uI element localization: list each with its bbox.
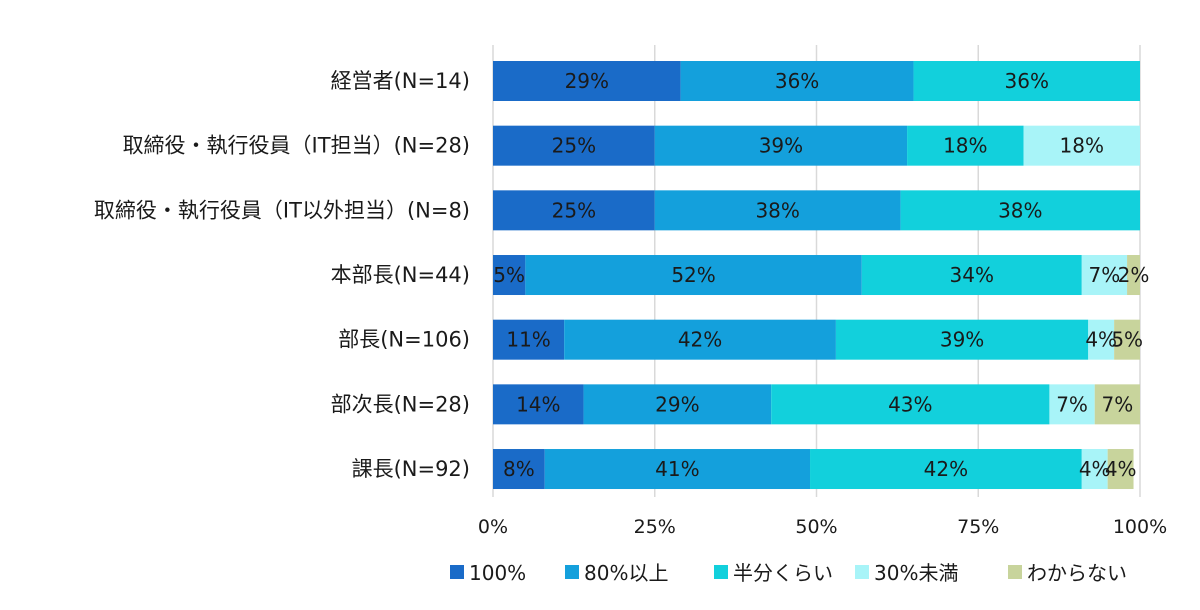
bar-segment bbox=[493, 125, 655, 166]
bar-segment bbox=[1081, 449, 1108, 490]
legend-item: わからない bbox=[1008, 561, 1127, 585]
bar-segment bbox=[913, 61, 1140, 101]
legend-item: 30%未満 bbox=[855, 561, 958, 585]
data-label: 29% bbox=[565, 69, 609, 93]
data-label: 25% bbox=[552, 134, 596, 158]
data-label: 18% bbox=[1060, 134, 1104, 158]
bar-segment bbox=[835, 319, 1089, 360]
data-label: 38% bbox=[998, 198, 1042, 222]
bar-segment bbox=[861, 255, 1082, 296]
bar-segment bbox=[493, 255, 526, 296]
x-tick-label: 100% bbox=[1113, 516, 1167, 538]
category-label: 本部長(N=44) bbox=[331, 263, 470, 287]
bar-segment bbox=[654, 125, 908, 166]
bar-segment bbox=[1094, 384, 1140, 425]
bars: 29% 36% 36% 25% 39% 18% 18% 25% 38% 38% 5% 52% 34% 7%… bbox=[493, 61, 1150, 490]
data-label: 41% bbox=[655, 457, 699, 481]
bar-segment bbox=[493, 449, 545, 490]
legend-swatch bbox=[565, 565, 579, 579]
category-label: 取締役・執行役員（IT担当）(N=28) bbox=[123, 134, 470, 158]
data-label: 18% bbox=[943, 134, 987, 158]
bar-segment bbox=[900, 190, 1140, 231]
data-label: 7% bbox=[1056, 392, 1088, 416]
category-label: 取締役・執行役員（IT以外担当）(N=8) bbox=[94, 198, 470, 222]
legend-label: 80%以上 bbox=[584, 561, 668, 585]
data-label: 8% bbox=[503, 457, 535, 481]
x-tick-label: 25% bbox=[634, 516, 676, 538]
data-label: 4% bbox=[1105, 457, 1137, 481]
data-label: 38% bbox=[755, 198, 799, 222]
data-label: 36% bbox=[775, 69, 819, 93]
x-tick-label: 75% bbox=[957, 516, 999, 538]
bar-segment bbox=[525, 255, 862, 296]
bar-segment bbox=[493, 384, 584, 425]
category-labels: 経営者(N=14) 取締役・執行役員（IT担当）(N=28) 取締役・執行役員（IT… bbox=[94, 69, 470, 481]
data-label: 11% bbox=[506, 328, 550, 352]
data-label: 25% bbox=[552, 198, 596, 222]
legend-item: 半分くらい bbox=[714, 561, 833, 585]
data-label: 39% bbox=[759, 134, 803, 158]
legend-swatch bbox=[714, 565, 728, 579]
data-label: 52% bbox=[671, 263, 715, 287]
bar-segment bbox=[680, 61, 914, 101]
bar-segment bbox=[493, 190, 655, 231]
bar-segment bbox=[493, 61, 681, 101]
bar-segment bbox=[771, 384, 1050, 425]
data-label: 43% bbox=[888, 392, 932, 416]
legend-swatch bbox=[1008, 565, 1022, 579]
bar-segment bbox=[1114, 319, 1140, 360]
bar-segment bbox=[1107, 449, 1134, 490]
bar-segment bbox=[1049, 384, 1095, 425]
data-label: 4% bbox=[1079, 457, 1111, 481]
category-label: 部長(N=106) bbox=[338, 328, 470, 352]
x-axis-ticks: 0% 25% 50% 75% 100% bbox=[478, 516, 1167, 538]
data-label: 42% bbox=[678, 328, 722, 352]
data-label: 29% bbox=[655, 392, 699, 416]
data-label: 39% bbox=[940, 328, 984, 352]
legend-swatch bbox=[450, 565, 464, 579]
data-label: 34% bbox=[950, 263, 994, 287]
data-label: 14% bbox=[516, 392, 560, 416]
x-tick-label: 50% bbox=[795, 516, 837, 538]
x-tick-label: 0% bbox=[478, 516, 508, 538]
bar-segment bbox=[1081, 255, 1128, 296]
data-label: 7% bbox=[1089, 263, 1121, 287]
bar-segment bbox=[583, 384, 772, 425]
data-label: 4% bbox=[1085, 328, 1117, 352]
data-label: 7% bbox=[1101, 392, 1133, 416]
legend-label: わからない bbox=[1027, 561, 1127, 585]
legend-swatch bbox=[855, 565, 869, 579]
bar-segment bbox=[654, 190, 901, 231]
data-label: 2% bbox=[1118, 263, 1150, 287]
category-label: 部次長(N=28) bbox=[331, 392, 470, 416]
bar-segment bbox=[907, 125, 1024, 166]
bar-segment bbox=[493, 319, 565, 360]
bar-segment bbox=[1088, 319, 1115, 360]
data-label: 36% bbox=[1005, 69, 1049, 93]
bar-segment bbox=[810, 449, 1082, 490]
data-label: 5% bbox=[1111, 328, 1143, 352]
legend: 100% 80%以上 半分くらい 30%未満 わからない bbox=[450, 561, 1127, 585]
legend-label: 半分くらい bbox=[733, 561, 833, 585]
legend-label: 100% bbox=[469, 561, 526, 585]
data-label: 42% bbox=[924, 457, 968, 481]
bar-segment bbox=[564, 319, 836, 360]
bar-segment bbox=[1023, 125, 1140, 166]
legend-label: 30%未満 bbox=[874, 561, 958, 585]
category-label: 課長(N=92) bbox=[352, 457, 470, 481]
bar-segment bbox=[1127, 255, 1140, 296]
category-label: 経営者(N=14) bbox=[331, 69, 470, 93]
data-label: 5% bbox=[493, 263, 525, 287]
legend-item: 80%以上 bbox=[565, 561, 668, 585]
bar-segment bbox=[544, 449, 811, 490]
legend-item: 100% bbox=[450, 561, 526, 585]
